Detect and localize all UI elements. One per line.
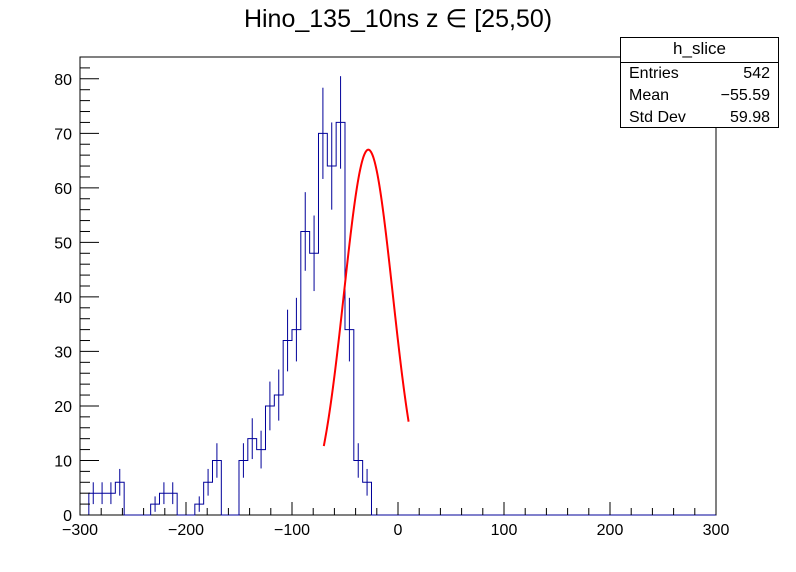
y-tick-label: 80 bbox=[54, 72, 72, 89]
stats-label-mean: Mean bbox=[629, 87, 670, 104]
stats-label-stddev: Std Dev bbox=[629, 109, 686, 126]
stats-row-stddev: Std Dev 59.98 bbox=[621, 107, 778, 129]
x-tick-label: −100 bbox=[274, 522, 310, 539]
y-tick-label: 40 bbox=[54, 290, 72, 307]
x-tick-label: 200 bbox=[597, 522, 624, 539]
x-tick-label: −300 bbox=[62, 522, 98, 539]
y-tick-label: 50 bbox=[54, 235, 72, 252]
y-tick-label: 30 bbox=[54, 344, 72, 361]
stats-row-mean: Mean −55.59 bbox=[621, 85, 778, 107]
stats-box-title: h_slice bbox=[621, 38, 778, 63]
chart-title: Hino_135_10ns z ∈ [25,50) bbox=[243, 5, 553, 33]
y-tick-label: 70 bbox=[54, 126, 72, 143]
y-tick-label: 60 bbox=[54, 181, 72, 198]
y-tick-label: 20 bbox=[54, 399, 72, 416]
x-tick-label: 0 bbox=[394, 522, 403, 539]
stats-box: h_slice Entries 542 Mean −55.59 Std Dev … bbox=[620, 37, 779, 128]
fit-curve bbox=[322, 148, 410, 447]
y-tick-label: 0 bbox=[63, 508, 72, 525]
x-tick-label: 100 bbox=[491, 522, 518, 539]
stats-value-entries: 542 bbox=[743, 65, 770, 82]
stats-label-entries: Entries bbox=[629, 65, 679, 82]
x-tick-label: −200 bbox=[168, 522, 204, 539]
stats-value-mean: −55.59 bbox=[720, 87, 770, 104]
histogram-outline bbox=[88, 121, 716, 516]
y-tick-label: 10 bbox=[54, 453, 72, 470]
stats-value-stddev: 59.98 bbox=[729, 109, 770, 126]
stats-row-entries: Entries 542 bbox=[621, 63, 778, 85]
x-tick-label: 300 bbox=[703, 522, 730, 539]
